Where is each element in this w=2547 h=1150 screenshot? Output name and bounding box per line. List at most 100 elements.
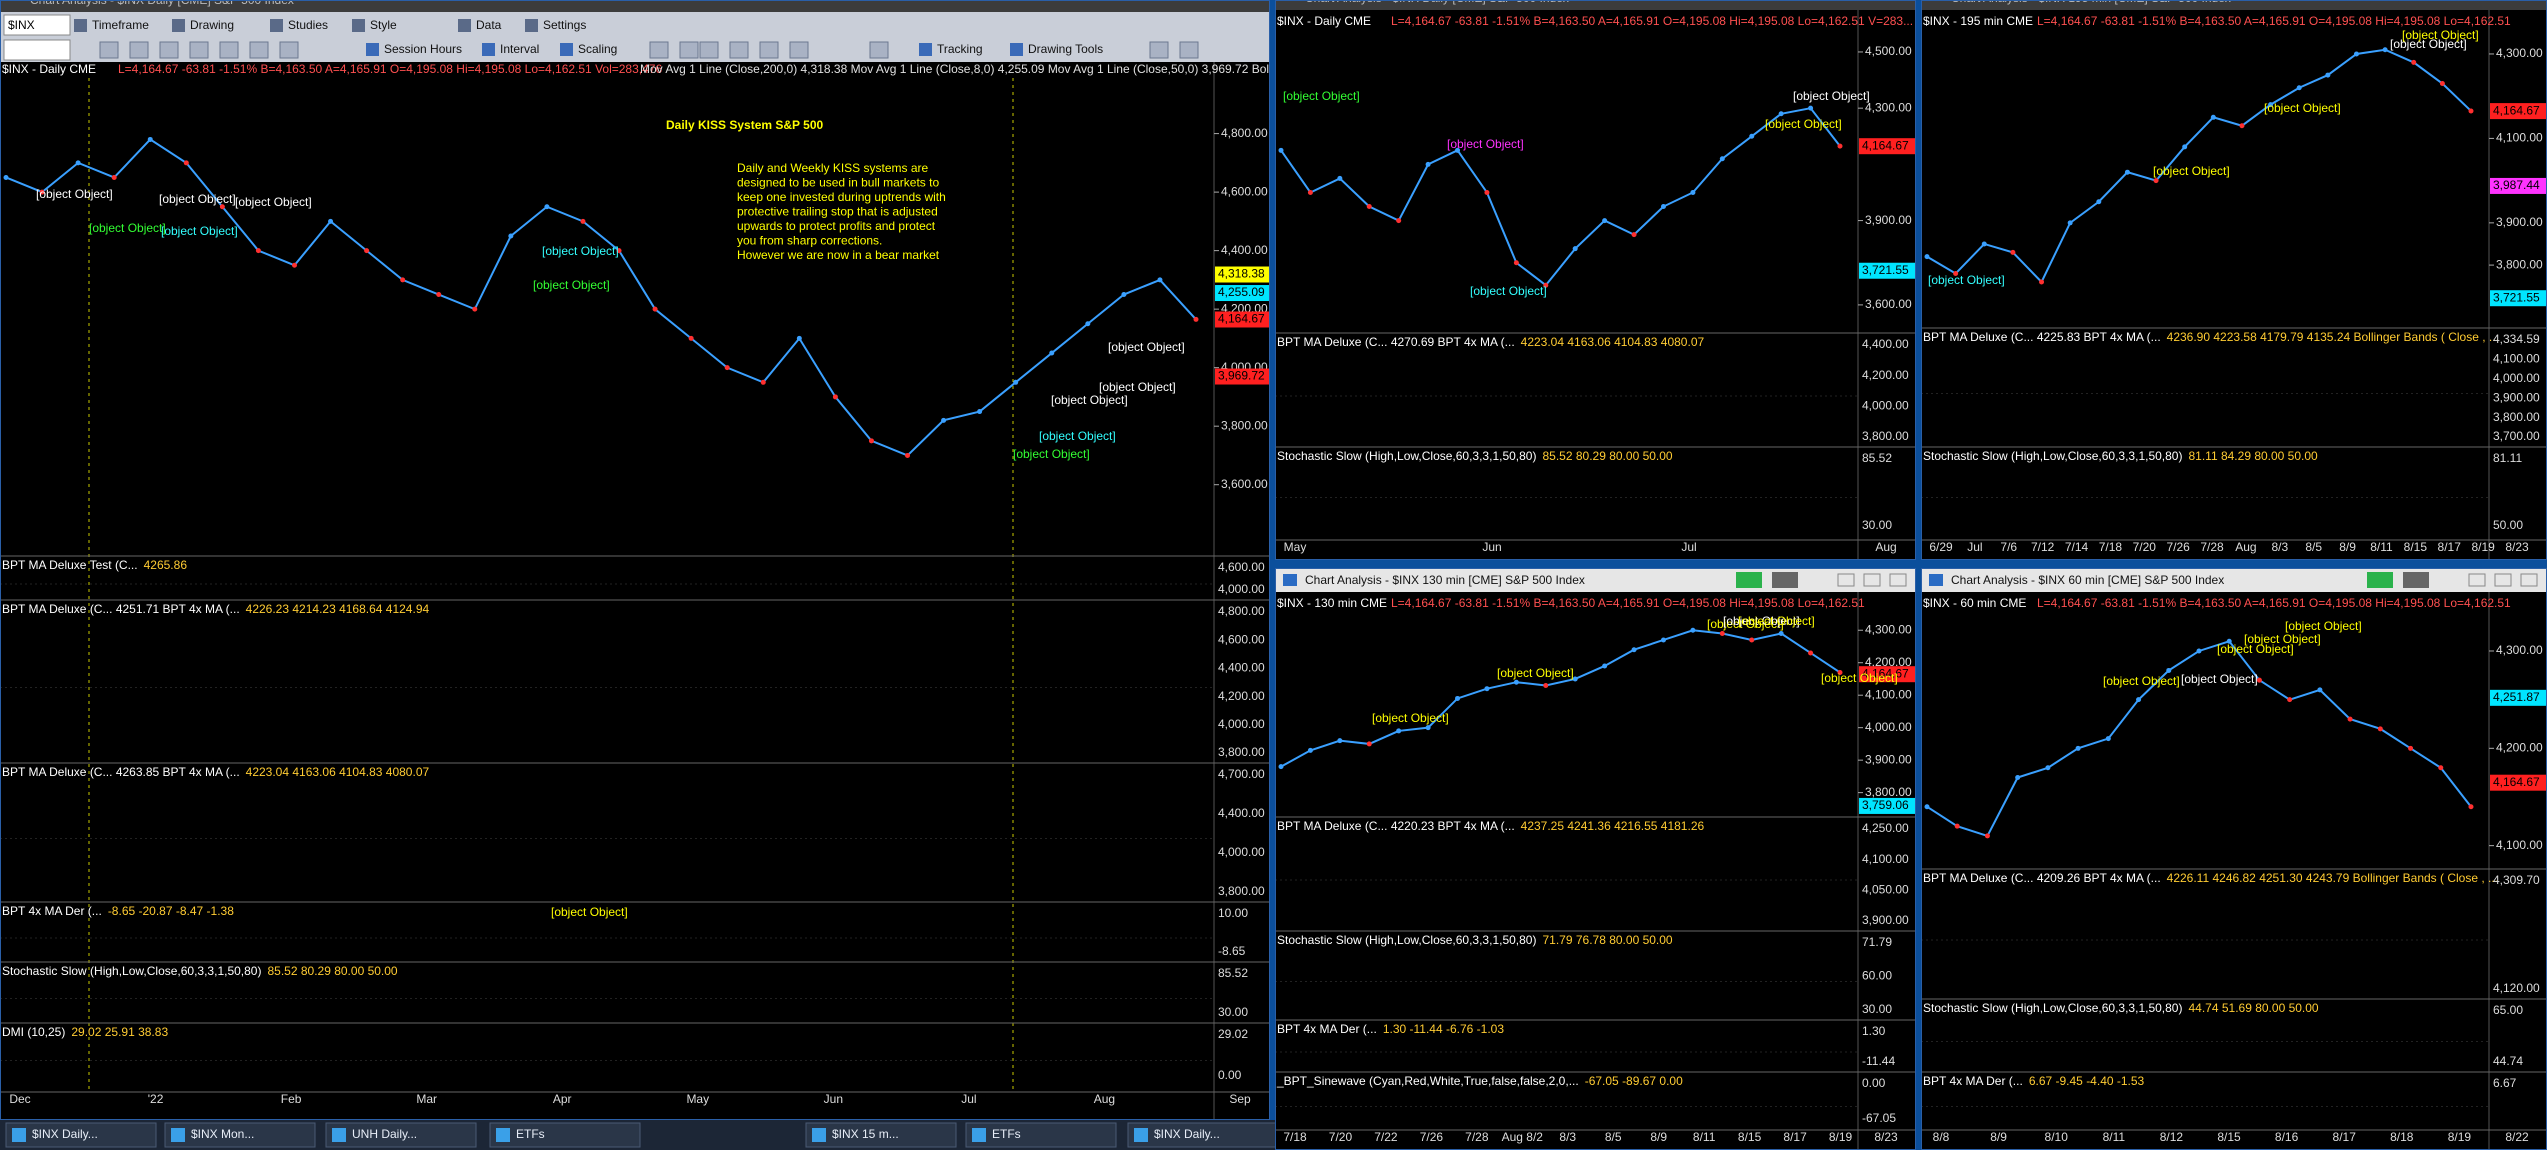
taskbar-button[interactable] [325, 1122, 477, 1148]
tool-button[interactable] [649, 41, 669, 59]
taskbar-label[interactable]: UNH Daily... [352, 1127, 417, 1141]
taskbar-button[interactable] [489, 1122, 641, 1148]
tool-button[interactable] [159, 41, 179, 59]
tool-item[interactable]: Drawing Tools [1028, 42, 1103, 56]
chart-annotation: [object Object] [2285, 619, 2362, 633]
close-point [1396, 218, 1402, 224]
y-tick-label: 4,800.00 [1221, 126, 1268, 140]
close-button[interactable] [1889, 573, 1907, 587]
pane-label: DMI (10,25) [2, 1025, 65, 1039]
close-point [1013, 379, 1019, 385]
close-point [2067, 220, 2073, 226]
minimize-button[interactable] [2468, 573, 2486, 587]
x-axis-label: Aug [1875, 540, 1896, 554]
symbol-box[interactable] [3, 14, 71, 36]
tool-item[interactable]: Scaling [578, 42, 617, 56]
taskbar-label[interactable]: ETFs [992, 1127, 1021, 1141]
tool-button[interactable] [759, 41, 779, 59]
taskbar-label[interactable]: $INX Daily... [32, 1127, 98, 1141]
x-axis-label: Aug [1094, 1092, 1115, 1106]
price-tag [2490, 774, 2546, 791]
tool-item[interactable]: Session Hours [384, 42, 462, 56]
pane-label: Stochastic Slow (High,Low,Close,60,3,3,1… [1923, 449, 2182, 463]
tool-item[interactable]: Tracking [937, 42, 983, 56]
taskbar-label[interactable]: $INX Mon... [191, 1127, 254, 1141]
tool-button[interactable] [279, 41, 299, 59]
close-point [1572, 676, 1578, 682]
symbol-box[interactable] [3, 39, 71, 61]
menu-item[interactable]: Timeframe [92, 18, 149, 32]
x-axis-label: 8/23 [2505, 540, 2529, 554]
tool-button[interactable] [249, 41, 269, 59]
pane-values: 4265.86 [144, 558, 188, 572]
pane-label: Stochastic Slow (High,Low,Close,60,3,3,1… [2, 964, 261, 978]
pane-axis-label: 3,900.00 [2493, 390, 2540, 404]
taskbar-button[interactable] [965, 1122, 1117, 1148]
tool-button[interactable] [679, 41, 699, 59]
tool-button[interactable] [1149, 41, 1169, 59]
chart-annotation: [object Object] [2153, 164, 2230, 178]
chart-annotation: [object Object] [1099, 380, 1176, 394]
tool-item[interactable]: Interval [500, 42, 539, 56]
tool-button[interactable] [729, 41, 749, 59]
x-axis-label: May [686, 1092, 709, 1106]
x-axis-label: 8/19 [1829, 1130, 1853, 1144]
x-axis-label: 8/12 [2160, 1130, 2184, 1144]
close-point [2411, 59, 2417, 65]
menu-item[interactable]: Settings [543, 18, 586, 32]
menu-item[interactable]: Studies [288, 18, 328, 32]
note-line: upwards to protect profits and protect [737, 219, 936, 233]
chart-annotation: [object Object] [2244, 632, 2321, 646]
close-point [2196, 648, 2202, 654]
tool-button[interactable] [869, 41, 889, 59]
close-point [3, 174, 9, 180]
taskbar-label[interactable]: $INX Daily... [1154, 1127, 1220, 1141]
minimize-button[interactable] [1837, 573, 1855, 587]
x-axis-label: May [1284, 540, 1307, 554]
taskbar-label[interactable]: ETFs [516, 1127, 545, 1141]
taskbar-button[interactable] [805, 1122, 957, 1148]
tool-button[interactable] [789, 41, 809, 59]
pane-values: 85.52 80.29 80.00 50.00 [267, 964, 397, 978]
tool-button[interactable] [99, 41, 119, 59]
tool-button[interactable] [189, 41, 209, 59]
y-tick-label: 4,100.00 [2496, 838, 2543, 852]
close-point [2296, 85, 2302, 91]
x-axis-label: '22 [148, 1092, 164, 1106]
menu-item[interactable]: Style [370, 18, 397, 32]
maximize-button[interactable] [2494, 573, 2512, 587]
title-button[interactable] [2403, 572, 2429, 588]
taskbar-label[interactable]: $INX 15 m... [832, 1127, 899, 1141]
menu-item[interactable]: Drawing [190, 18, 234, 32]
menu-item[interactable]: Data [476, 18, 502, 32]
tool-icon [919, 43, 932, 56]
taskbar-button[interactable] [164, 1122, 316, 1148]
close-point [75, 160, 81, 166]
close-point [1631, 647, 1637, 653]
x-axis-label: 8/15 [1738, 1130, 1762, 1144]
price-tag [1215, 368, 1269, 385]
pane-axis-label: 50.00 [2493, 518, 2523, 532]
symbol-input[interactable]: $INX [8, 18, 35, 32]
close-point [472, 306, 478, 312]
price-tag-label: 4,164.67 [1862, 138, 1909, 152]
close-point [1193, 316, 1199, 322]
taskbar-button[interactable] [1127, 1122, 1279, 1148]
maximize-button[interactable] [1863, 573, 1881, 587]
title-button[interactable] [1736, 572, 1762, 588]
tool-button[interactable] [219, 41, 239, 59]
tool-button[interactable] [1179, 41, 1199, 59]
y-tick-label: 4,300.00 [1865, 100, 1912, 114]
close-point [2010, 249, 2016, 255]
taskbar-button[interactable] [5, 1122, 157, 1148]
tool-button[interactable] [129, 41, 149, 59]
tool-button[interactable] [699, 41, 719, 59]
y-tick-label: 3,600.00 [1221, 477, 1268, 491]
close-button[interactable] [2520, 573, 2538, 587]
pane-axis-label: 4,000.00 [1862, 399, 1909, 413]
title-button[interactable] [2367, 572, 2393, 588]
price-tag [2490, 103, 2546, 120]
x-axis-label: 8/23 [1874, 1130, 1898, 1144]
x-axis-label: Jun [824, 1092, 843, 1106]
title-button[interactable] [1772, 572, 1798, 588]
